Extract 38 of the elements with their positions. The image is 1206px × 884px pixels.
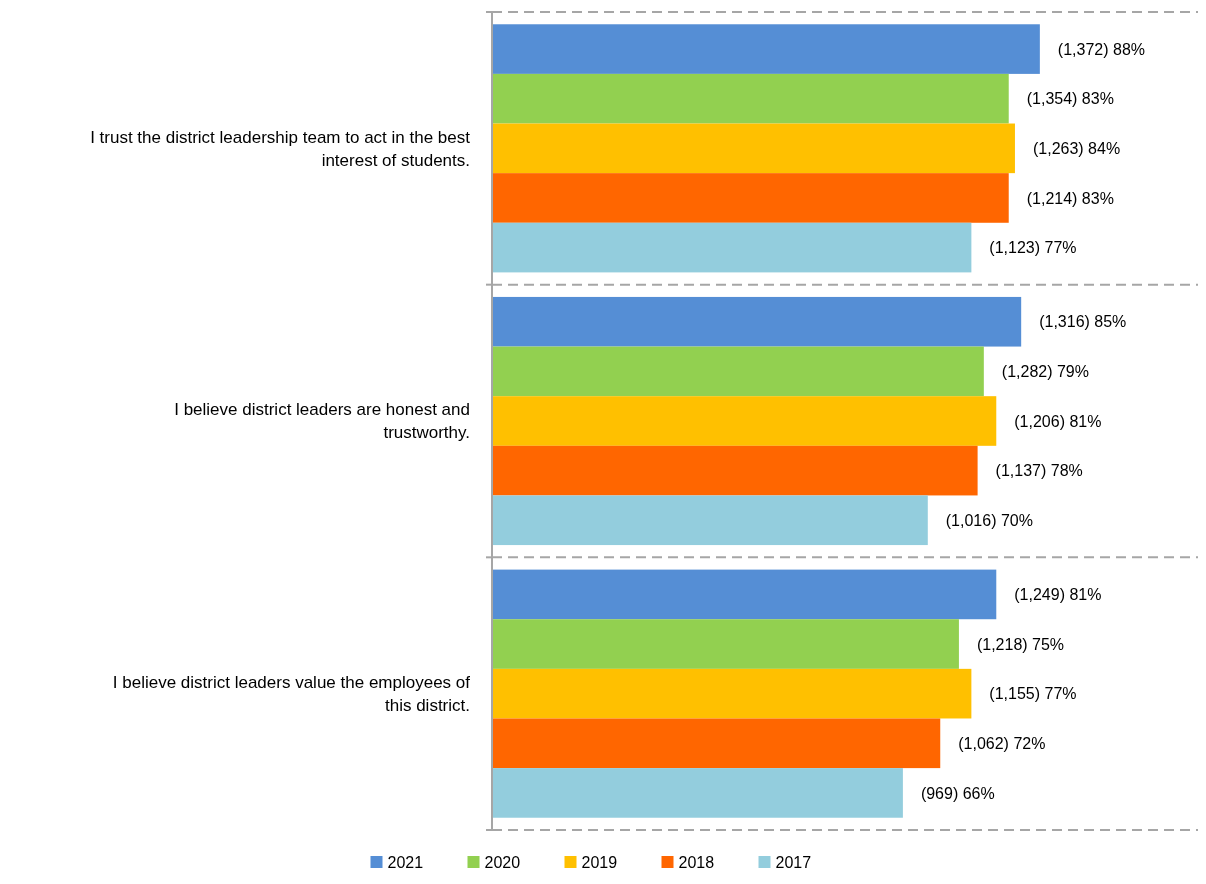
bar <box>492 346 984 397</box>
bar <box>492 619 959 669</box>
legend-label: 2020 <box>484 853 521 871</box>
bar <box>492 569 997 620</box>
bar <box>492 24 1040 74</box>
data-label: (969) 66% <box>920 784 995 802</box>
data-label: (1,016) 70% <box>945 511 1033 529</box>
data-label: (1,282) 79% <box>1001 362 1089 380</box>
bar <box>492 123 1015 174</box>
y-tick-label: I believe district leaders are honest and trustworthy. <box>174 400 470 443</box>
bar <box>492 396 997 446</box>
bar <box>492 173 1009 223</box>
bar <box>492 668 972 719</box>
data-label: (1,354) 83% <box>1026 90 1114 108</box>
bar <box>492 768 903 818</box>
data-label: (1,249) 81% <box>1014 586 1102 604</box>
y-tick-label: I trust the district leadership team to act in the best interest of students. <box>90 127 471 170</box>
data-label: (1,263) 84% <box>1032 139 1121 157</box>
data-label: (1,155) 77% <box>989 685 1077 703</box>
legend-label: 2019 <box>581 853 618 871</box>
data-label: (1,062) 72% <box>958 734 1046 752</box>
data-label: (1,214) 83% <box>1026 189 1114 207</box>
legend-label: 2021 <box>387 853 424 871</box>
data-label: (1,206) 81% <box>1014 412 1102 430</box>
data-label: (1,372) 88% <box>1057 40 1146 58</box>
bar <box>492 445 978 496</box>
data-label: (1,218) 75% <box>976 635 1065 653</box>
bar <box>492 73 1009 124</box>
y-tick-label: I believe district leaders value the employees of this district. <box>112 673 471 716</box>
data-label: (1,316) 85% <box>1039 313 1127 331</box>
bar <box>492 718 941 769</box>
legend-label: 2018 <box>678 853 715 871</box>
bar <box>492 495 928 546</box>
legend-label: 2017 <box>775 853 812 871</box>
data-label: (1,137) 78% <box>995 462 1083 480</box>
bar <box>492 296 1022 347</box>
bar <box>492 222 972 273</box>
data-label: (1,123) 77% <box>989 239 1077 257</box>
